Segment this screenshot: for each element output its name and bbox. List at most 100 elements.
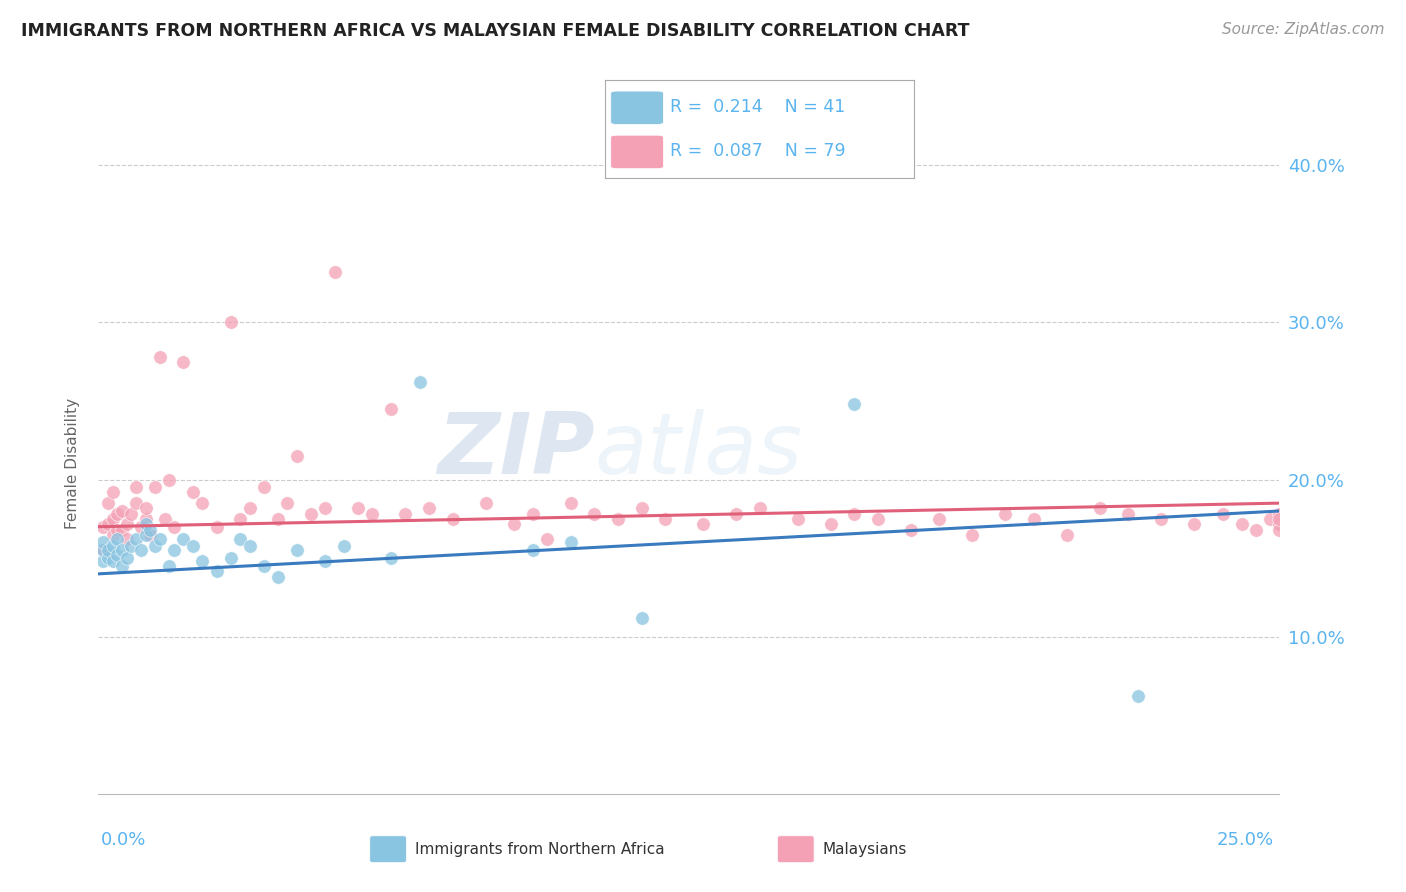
- Point: [135, 500, 157, 515]
- Point: [1268, 507, 1291, 521]
- Point: [97, 496, 120, 510]
- Point: [692, 516, 714, 531]
- Point: [1244, 523, 1267, 537]
- Point: [115, 551, 138, 566]
- Point: [1268, 512, 1291, 526]
- Point: [380, 551, 402, 566]
- Point: [1230, 516, 1253, 531]
- Point: [1268, 516, 1291, 531]
- Point: [181, 539, 204, 553]
- Point: [157, 559, 180, 574]
- Point: [135, 516, 157, 531]
- FancyBboxPatch shape: [610, 136, 664, 169]
- Point: [1126, 690, 1149, 704]
- Point: [149, 350, 172, 364]
- Point: [101, 485, 124, 500]
- Point: [607, 512, 630, 526]
- Point: [503, 516, 526, 531]
- Point: [994, 507, 1017, 521]
- Point: [1056, 527, 1078, 541]
- Point: [522, 543, 544, 558]
- Point: [143, 480, 166, 494]
- Point: [121, 507, 143, 521]
- Point: [725, 507, 748, 521]
- Point: [105, 533, 128, 547]
- Point: [1022, 512, 1045, 526]
- Point: [866, 512, 889, 526]
- Text: atlas: atlas: [595, 409, 803, 492]
- Point: [347, 500, 370, 515]
- Point: [536, 533, 558, 547]
- Text: Immigrants from Northern Africa: Immigrants from Northern Africa: [415, 842, 665, 856]
- Point: [583, 507, 606, 521]
- Point: [380, 401, 402, 416]
- Point: [267, 570, 290, 584]
- Point: [475, 496, 498, 510]
- Point: [229, 533, 252, 547]
- Point: [253, 480, 276, 494]
- Point: [654, 512, 676, 526]
- Point: [408, 375, 430, 389]
- Point: [314, 500, 336, 515]
- Point: [121, 539, 143, 553]
- Point: [157, 473, 180, 487]
- Point: [219, 551, 242, 566]
- Point: [191, 496, 214, 510]
- Point: [149, 533, 172, 547]
- Point: [205, 519, 228, 533]
- Point: [560, 535, 582, 549]
- Point: [181, 485, 204, 500]
- Point: [125, 480, 148, 494]
- Point: [115, 533, 138, 547]
- Point: [267, 512, 290, 526]
- Point: [91, 519, 114, 533]
- Point: [928, 512, 950, 526]
- Point: [1088, 500, 1111, 515]
- Point: [111, 504, 134, 518]
- Point: [115, 516, 138, 531]
- Point: [125, 533, 148, 547]
- Point: [1184, 516, 1206, 531]
- Point: [1150, 512, 1173, 526]
- Point: [101, 554, 124, 568]
- Point: [139, 523, 162, 537]
- Point: [285, 543, 308, 558]
- Point: [135, 527, 157, 541]
- Point: [1258, 512, 1281, 526]
- Point: [191, 554, 214, 568]
- Point: [229, 512, 252, 526]
- Point: [101, 539, 124, 553]
- Point: [219, 315, 242, 329]
- Point: [111, 559, 134, 574]
- Point: [441, 512, 464, 526]
- Point: [91, 535, 114, 549]
- Point: [143, 539, 166, 553]
- Point: [163, 519, 186, 533]
- Point: [748, 500, 770, 515]
- Point: [844, 397, 866, 411]
- Text: ZIP: ZIP: [437, 409, 595, 492]
- Point: [786, 512, 808, 526]
- Point: [101, 512, 124, 526]
- FancyBboxPatch shape: [610, 91, 664, 124]
- Point: [630, 500, 652, 515]
- Point: [418, 500, 440, 515]
- Point: [900, 523, 922, 537]
- Point: [205, 564, 228, 578]
- Point: [129, 543, 152, 558]
- Point: [91, 543, 114, 558]
- Point: [394, 507, 416, 521]
- Point: [111, 543, 134, 558]
- Point: [135, 512, 157, 526]
- Text: 25.0%: 25.0%: [1216, 831, 1274, 849]
- Point: [97, 516, 120, 531]
- Point: [172, 354, 194, 368]
- Point: [101, 527, 124, 541]
- Point: [314, 554, 336, 568]
- Point: [1268, 523, 1291, 537]
- Point: [276, 496, 298, 510]
- Point: [1212, 507, 1234, 521]
- Point: [111, 523, 134, 537]
- Y-axis label: Female Disability: Female Disability: [65, 398, 80, 530]
- Point: [91, 543, 114, 558]
